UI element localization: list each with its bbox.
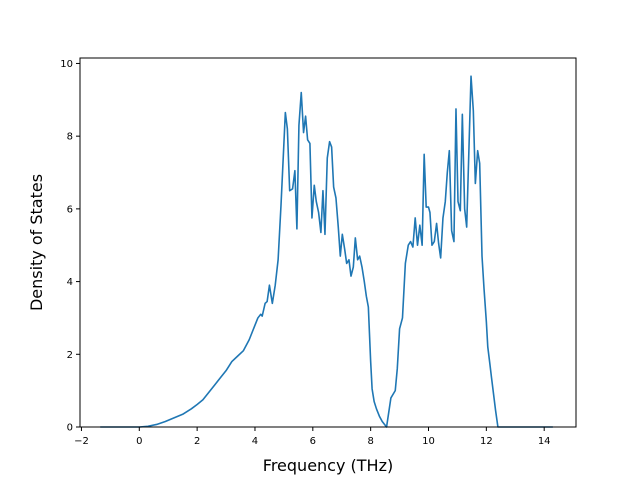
series-layer (100, 75, 553, 428)
x-axis: −2 0 2 4 6 8 10 12 14 (74, 427, 551, 447)
x-tick-label: 0 (136, 436, 142, 447)
series-line-0 (100, 75, 553, 428)
x-tick-label: 6 (310, 436, 316, 447)
y-tick-label: 10 (60, 59, 73, 70)
x-tick-label: 2 (194, 436, 200, 447)
x-tick-label: 14 (538, 436, 551, 447)
y-axis: 0 2 4 6 8 10 (60, 59, 80, 434)
y-tick-label: 4 (67, 277, 73, 288)
x-axis-label: Frequency (THz) (263, 456, 393, 475)
y-tick-label: 0 (67, 423, 73, 434)
plot-frame (79, 57, 577, 428)
y-tick-label: 2 (67, 350, 73, 361)
x-tick-label: −2 (74, 436, 89, 447)
y-tick-label: 6 (67, 204, 73, 215)
y-axis-label: Density of States (27, 174, 46, 311)
y-tick-label: 8 (67, 132, 73, 143)
x-tick-label: 12 (480, 436, 493, 447)
x-tick-label: 10 (422, 436, 435, 447)
x-tick-label: 4 (252, 436, 258, 447)
x-tick-label: 8 (367, 436, 373, 447)
